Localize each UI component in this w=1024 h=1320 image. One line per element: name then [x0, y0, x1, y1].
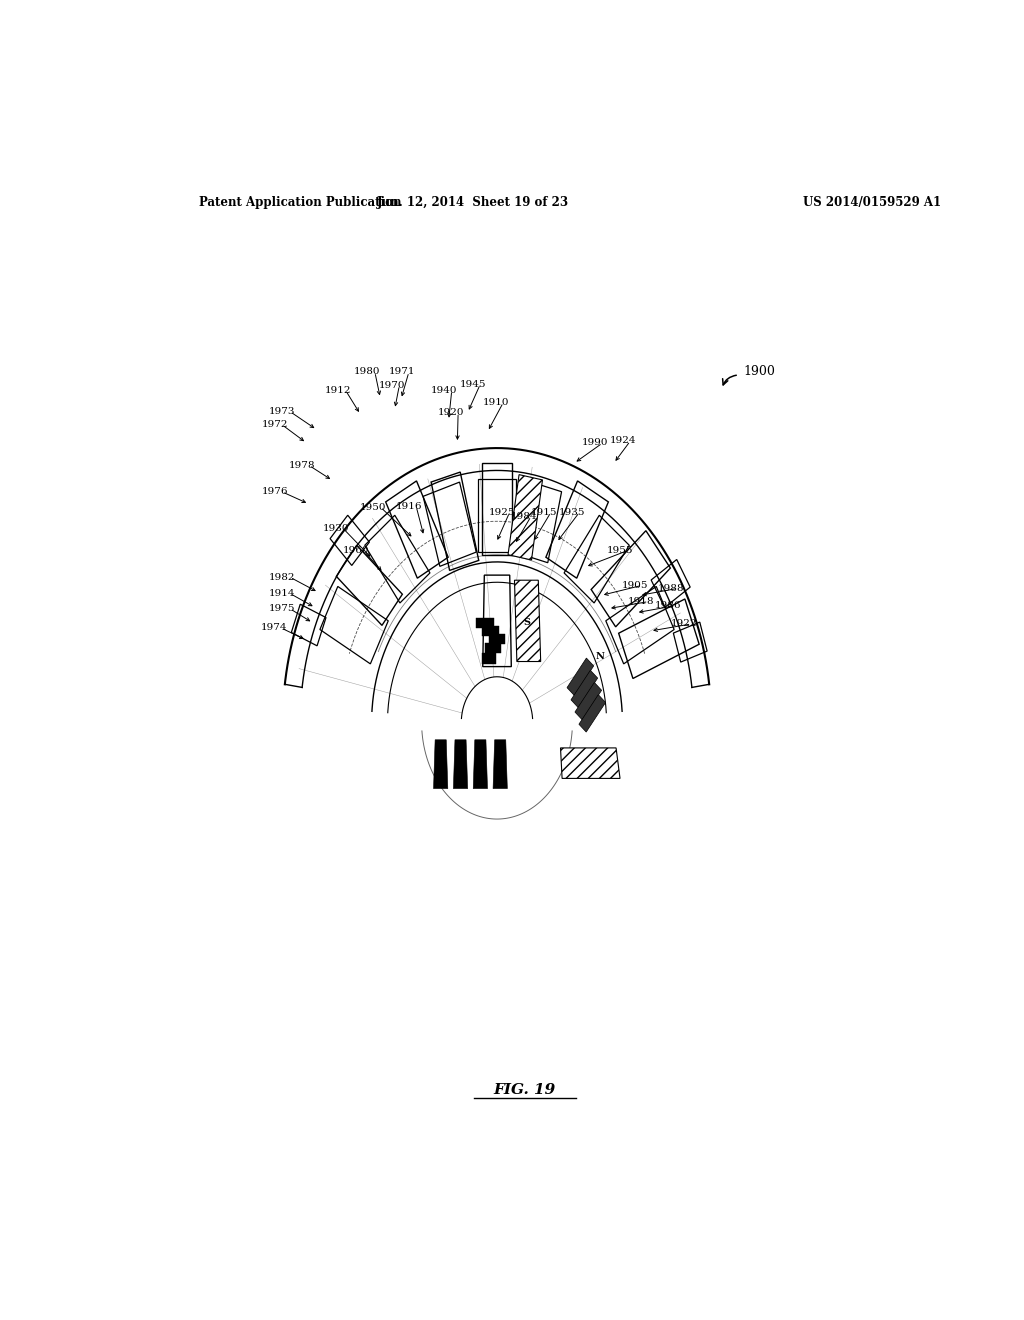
Polygon shape — [482, 626, 500, 636]
Polygon shape — [485, 643, 501, 653]
Polygon shape — [494, 739, 507, 788]
Polygon shape — [567, 659, 594, 696]
Text: 1924: 1924 — [609, 437, 636, 445]
Text: 1955: 1955 — [606, 546, 633, 556]
Text: 1971: 1971 — [388, 367, 415, 376]
Polygon shape — [454, 739, 468, 788]
Text: 1905: 1905 — [622, 581, 648, 590]
Polygon shape — [473, 739, 487, 788]
Text: 1940: 1940 — [431, 385, 458, 395]
Text: 1925: 1925 — [489, 508, 516, 516]
Text: 1945: 1945 — [460, 380, 486, 388]
Text: Jun. 12, 2014  Sheet 19 of 23: Jun. 12, 2014 Sheet 19 of 23 — [377, 195, 569, 209]
Text: 1916: 1916 — [395, 502, 422, 511]
Polygon shape — [574, 682, 602, 719]
Text: 1975: 1975 — [269, 605, 296, 614]
Text: 1950: 1950 — [359, 503, 386, 512]
Text: 1984: 1984 — [511, 512, 537, 520]
Polygon shape — [571, 671, 598, 708]
Text: 1930: 1930 — [323, 524, 349, 533]
Text: 1976: 1976 — [261, 487, 288, 496]
Text: 1960: 1960 — [343, 546, 370, 556]
Text: 1910: 1910 — [482, 397, 509, 407]
Polygon shape — [476, 618, 494, 628]
Text: 1922: 1922 — [671, 619, 697, 628]
Text: 1978: 1978 — [289, 461, 314, 470]
Polygon shape — [433, 739, 447, 788]
Text: FIG. 19: FIG. 19 — [494, 1084, 556, 1097]
Text: 1982: 1982 — [269, 573, 296, 582]
Text: 1900: 1900 — [743, 366, 775, 379]
Text: US 2014/0159529 A1: US 2014/0159529 A1 — [803, 195, 941, 209]
Text: 1935: 1935 — [559, 508, 586, 516]
Text: 1974: 1974 — [260, 623, 287, 632]
Polygon shape — [579, 694, 605, 733]
Text: 1920: 1920 — [437, 408, 464, 417]
Polygon shape — [514, 581, 541, 661]
Text: 1988: 1988 — [657, 583, 684, 593]
Text: N: N — [596, 652, 604, 661]
Polygon shape — [508, 475, 543, 560]
Text: 1990: 1990 — [582, 438, 608, 447]
Text: 1914: 1914 — [269, 589, 296, 598]
Text: 1918: 1918 — [628, 597, 654, 606]
Text: 1972: 1972 — [261, 420, 288, 429]
Polygon shape — [489, 634, 505, 644]
Text: 1970: 1970 — [379, 380, 406, 389]
Text: 1986: 1986 — [655, 601, 681, 610]
Text: 1973: 1973 — [269, 407, 296, 416]
Text: S: S — [523, 618, 530, 627]
Text: 1980: 1980 — [354, 367, 381, 376]
Text: 1915: 1915 — [530, 508, 557, 516]
Polygon shape — [560, 748, 620, 779]
Text: 1912: 1912 — [325, 385, 351, 395]
Polygon shape — [482, 653, 497, 664]
Text: Patent Application Publication: Patent Application Publication — [200, 195, 402, 209]
